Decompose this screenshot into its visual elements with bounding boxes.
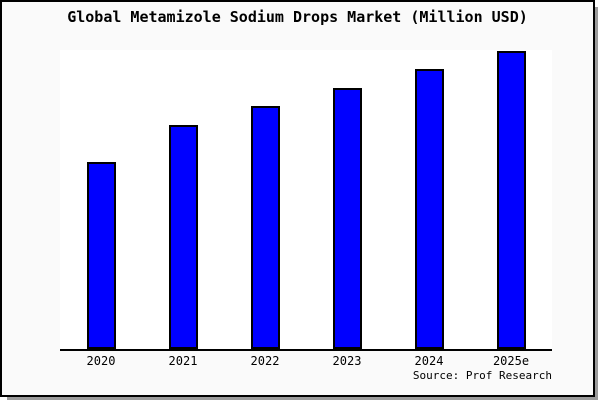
bar-2024 [414, 69, 444, 349]
x-axis-labels: 2020 2021 2022 2023 2024 2025e [60, 354, 552, 368]
x-tick-2025e: 2025e [492, 354, 530, 368]
x-tick-2022: 2022 [250, 354, 280, 368]
x-tick-2023: 2023 [332, 354, 362, 368]
bar-slot-2025e [470, 50, 552, 349]
x-tick-2021: 2021 [168, 354, 198, 368]
plot-area [60, 50, 552, 351]
chart-title: Global Metamizole Sodium Drops Market (M… [67, 8, 528, 26]
bar-slot-2023 [306, 50, 388, 349]
bar-2021 [168, 125, 198, 349]
bar-slot-2020 [60, 50, 142, 349]
bar-slot-2024 [388, 50, 470, 349]
bar-2023 [332, 88, 362, 349]
bars-row [60, 50, 552, 349]
bar-2022 [250, 106, 280, 349]
bar-slot-2021 [142, 50, 224, 349]
bar-2025e [496, 51, 526, 349]
bar-slot-2022 [224, 50, 306, 349]
bar-2020 [86, 162, 116, 349]
x-tick-2024: 2024 [414, 354, 444, 368]
source-credit: Source: Prof Research [412, 369, 552, 382]
x-tick-2020: 2020 [86, 354, 116, 368]
